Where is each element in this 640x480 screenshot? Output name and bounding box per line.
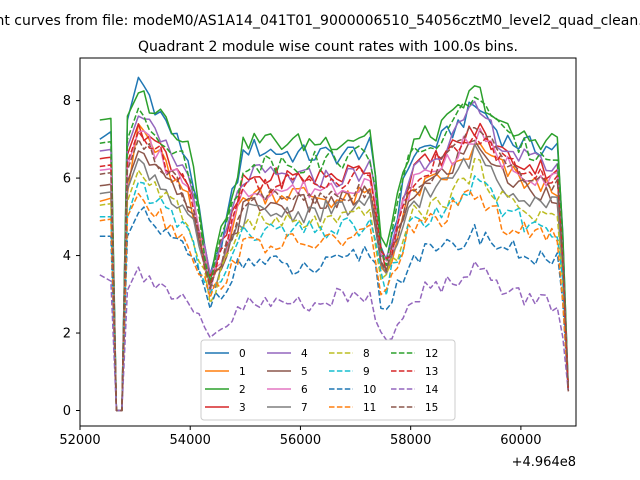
series-line-14 — [99, 260, 570, 412]
legend-label-2: 2 — [239, 384, 246, 396]
legend-label-10: 10 — [363, 384, 376, 396]
legend-label-15: 15 — [425, 402, 438, 414]
x-axis-offset-label: +4.964e8 — [512, 455, 576, 470]
x-tick-label: 54000 — [170, 433, 211, 448]
legend-label-11: 11 — [363, 402, 376, 414]
legend-label-5: 5 — [301, 366, 308, 378]
series-line-10 — [99, 206, 570, 412]
series-line-6 — [99, 127, 570, 412]
series-line-8 — [99, 157, 570, 412]
legend-label-9: 9 — [363, 366, 370, 378]
legend-label-7: 7 — [301, 402, 308, 414]
chart-title: Quadrant 2 module wise count rates with … — [138, 39, 518, 55]
legend-label-0: 0 — [239, 348, 246, 360]
legend-label-13: 13 — [425, 366, 438, 378]
x-tick-label: 58000 — [390, 433, 431, 448]
series-line-11 — [99, 188, 570, 412]
axes-frame — [79, 57, 577, 427]
y-tick-label: 4 — [63, 249, 71, 264]
y-tick-label: 0 — [63, 404, 71, 419]
series-line-12 — [99, 96, 570, 412]
y-tick-label: 2 — [63, 327, 71, 342]
series-line-7 — [99, 143, 570, 412]
legend-label-4: 4 — [301, 348, 308, 360]
y-tick-label: 8 — [63, 94, 71, 109]
legend-label-6: 6 — [301, 384, 308, 396]
legend-label-14: 14 — [425, 384, 439, 396]
legend-label-1: 1 — [239, 366, 246, 378]
y-tick-label: 6 — [63, 172, 71, 187]
legend-label-3: 3 — [239, 402, 246, 414]
series-line-15 — [99, 127, 570, 412]
chart-suptitle: Light curves from file: modeM0/AS1A14_04… — [0, 13, 640, 29]
series-line-9 — [99, 175, 570, 412]
series-line-5 — [99, 139, 570, 412]
legend-label-8: 8 — [363, 348, 370, 360]
series-line-4 — [99, 100, 570, 412]
x-tick-label: 52000 — [59, 433, 100, 448]
ticks-layer: 52000 54000 56000 58000 60000 0 2 4 6 8 — [59, 94, 541, 448]
x-tick-label: 56000 — [280, 433, 321, 448]
legend-box — [200, 339, 456, 421]
x-tick-label: 60000 — [500, 433, 541, 448]
legend-label-12: 12 — [425, 348, 438, 360]
series-layer — [99, 76, 570, 412]
